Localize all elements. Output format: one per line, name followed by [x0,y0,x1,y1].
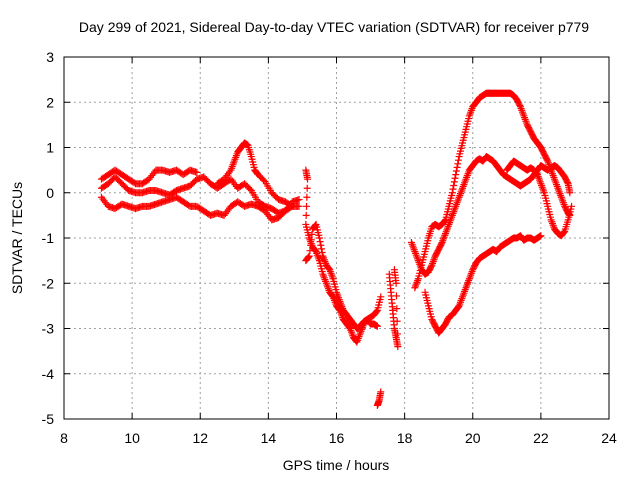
data-point [315,234,323,242]
data-point [318,248,326,256]
data-point [454,156,462,164]
chart-title: Day 299 of 2021, Sidereal Day-to-day VTE… [79,19,589,35]
data-point [563,178,571,186]
x-tick-label: 20 [465,430,481,446]
y-tick-label: 0 [46,185,54,201]
x-tick-label: 24 [601,430,617,446]
data-point [303,193,311,201]
data-point [449,185,457,193]
data-point [560,228,568,236]
y-tick-label: 3 [46,49,54,65]
data-point [302,211,310,219]
data-point [308,230,316,238]
series-track-a [97,166,201,188]
data-point [246,185,254,193]
data-point [305,252,313,260]
x-axis-label: GPS time / hours [283,457,390,473]
y-tick-label: 1 [46,140,54,156]
y-tick-label: -1 [42,230,55,246]
data-point [450,182,458,190]
data-point [393,317,401,325]
y-tick-label: -4 [42,366,55,382]
data-point [193,168,201,176]
x-tick-label: 8 [60,430,68,446]
data-point [450,178,458,186]
data-point [295,202,303,210]
data-point [373,322,381,330]
data-point [287,201,295,209]
data-point [377,293,385,301]
data-point [305,253,313,261]
series-track-d [213,139,296,210]
data-point [568,202,576,210]
data-point [537,232,545,240]
data-point [393,305,401,313]
series-track-g [373,388,385,409]
y-axis-ticks: -5 -4 -3 -2 -1 0 1 2 3 [42,49,609,427]
series-track-c [97,193,303,224]
data-point [316,238,324,246]
data-point [448,189,456,197]
x-tick-label: 14 [261,430,277,446]
y-tick-label: 2 [46,94,54,110]
series-track-k [421,232,545,337]
data-point [394,343,402,351]
data-point [452,167,460,175]
y-tick-label: -2 [42,275,55,291]
y-tick-label: -5 [42,411,55,427]
series-track-l [503,157,576,240]
series-track-h [385,266,402,351]
data-point [304,175,312,183]
data-point [451,174,459,182]
data-point [543,156,551,164]
data-point [295,196,303,204]
y-tick-label: -3 [42,321,55,337]
data-point [306,247,314,255]
data-point [392,292,400,300]
series-track-i [407,153,574,278]
data-point [303,202,311,210]
x-tick-label: 16 [329,430,345,446]
y-axis-label: SDTVAR / TECUs [9,182,25,294]
data-point [427,263,435,271]
data-point [307,241,315,249]
data-point [453,163,461,171]
x-tick-label: 12 [192,430,208,446]
data-points [97,89,576,409]
data-point [441,217,449,225]
x-tick-label: 10 [124,430,140,446]
data-point [566,189,574,197]
x-axis-ticks: 8 10 12 14 16 18 20 22 24 [60,57,617,446]
data-point [516,101,524,109]
data-point [390,266,398,274]
data-point [393,330,401,338]
data-point [318,245,326,253]
data-point [437,240,445,248]
data-point [452,171,460,179]
data-point [317,241,325,249]
x-tick-label: 18 [397,430,413,446]
data-point [307,236,315,244]
series-track-e [302,166,385,346]
data-point [288,202,296,210]
data-point [377,388,385,396]
data-point [260,176,268,184]
data-point [303,184,311,192]
series-track-j [411,89,574,292]
series-track-f [302,220,381,332]
data-point [454,160,462,168]
x-tick-label: 22 [533,430,549,446]
data-point [373,307,381,315]
